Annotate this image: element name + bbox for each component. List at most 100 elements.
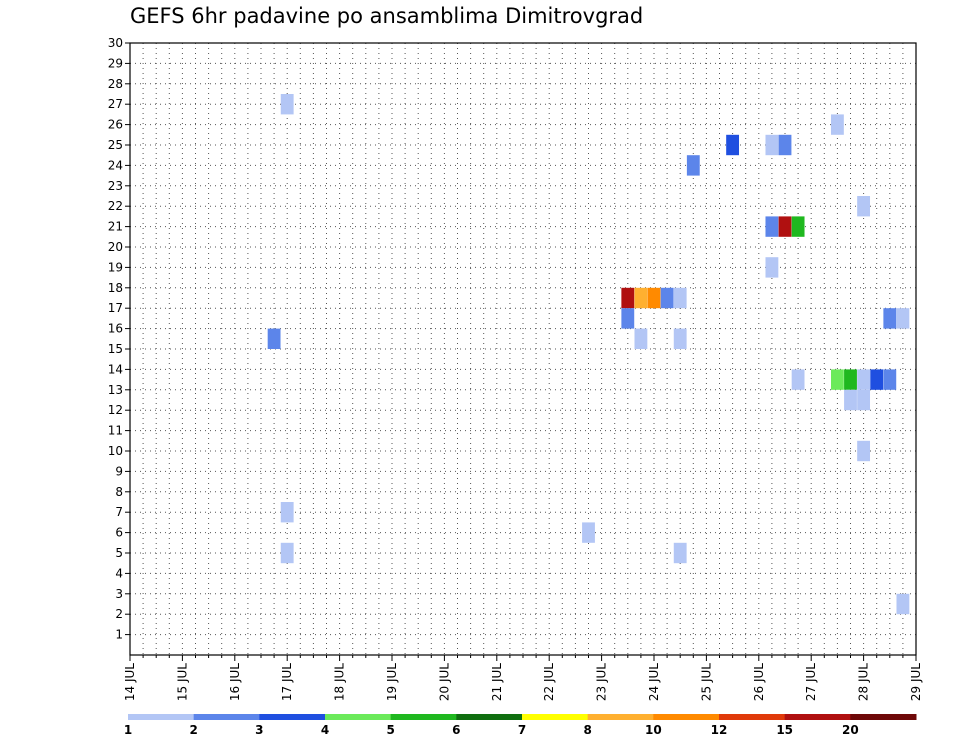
precip-cell	[778, 134, 792, 156]
y-tick-label: 27	[108, 97, 123, 111]
chart-title: GEFS 6hr padavine po ansamblima Dimitrov…	[130, 4, 644, 28]
precip-cell	[660, 287, 674, 309]
precip-cell	[280, 542, 294, 564]
x-tick-label: 28 JUL	[857, 663, 871, 701]
legend-swatch	[128, 714, 195, 720]
legend-label: 15	[776, 723, 793, 737]
x-tick-label: 19 JUL	[385, 663, 399, 701]
y-tick-label: 9	[115, 464, 123, 478]
y-tick-label: 19	[108, 260, 123, 274]
legend-swatch	[653, 714, 720, 720]
legend-label: 3	[255, 723, 263, 737]
x-tick-label: 15 JUL	[175, 663, 189, 701]
y-tick-label: 30	[108, 36, 123, 50]
legend-swatch	[719, 714, 786, 720]
precip-cell	[673, 542, 687, 564]
precip-cell	[870, 369, 884, 390]
legend-swatch	[587, 714, 654, 720]
legend-label: 6	[452, 723, 460, 737]
x-tick-label: 27 JUL	[804, 663, 818, 701]
precip-cell	[830, 369, 844, 390]
legend-swatch	[522, 714, 589, 720]
precip-cell	[765, 134, 779, 156]
y-tick-label: 13	[108, 383, 123, 397]
precip-cell	[844, 369, 857, 390]
y-tick-label: 28	[108, 77, 123, 91]
y-tick-label: 26	[108, 118, 123, 132]
precip-cell	[280, 94, 294, 115]
precip-cell	[582, 522, 595, 543]
precip-cell	[857, 389, 871, 411]
y-tick-label: 1	[115, 628, 123, 642]
precip-cell	[791, 369, 805, 390]
y-tick-label: 29	[108, 56, 123, 70]
precip-cell	[765, 257, 779, 278]
precip-cell	[883, 369, 897, 390]
precip-cell	[621, 287, 635, 309]
x-tick-label: 21 JUL	[490, 663, 504, 701]
legend-label: 10	[645, 723, 662, 737]
y-tick-label: 2	[115, 607, 123, 621]
plot-frame	[129, 42, 917, 656]
legend-label: 5	[386, 723, 394, 737]
legend-swatch	[784, 714, 851, 720]
legend-label: 4	[321, 723, 329, 737]
y-tick-label: 6	[115, 526, 123, 540]
x-tick-label: 23 JUL	[595, 663, 609, 701]
precip-cell	[634, 328, 648, 349]
y-tick-label: 10	[108, 444, 123, 458]
precip-cell	[673, 328, 687, 349]
precip-cell	[726, 134, 740, 156]
precip-cell	[857, 196, 871, 217]
precip-cell	[778, 216, 792, 237]
y-tick-label: 20	[108, 240, 123, 254]
precip-cell	[686, 155, 700, 176]
x-tick-label: 24 JUL	[647, 663, 661, 701]
y-tick-label: 17	[108, 301, 123, 315]
legend-label: 2	[189, 723, 197, 737]
legend-label: 8	[583, 723, 591, 737]
x-tick-label: 17 JUL	[280, 663, 294, 701]
precip-cell	[896, 593, 910, 615]
legend-swatch	[850, 714, 917, 720]
y-tick-label: 3	[115, 587, 123, 601]
precip-cell	[765, 216, 779, 237]
y-tick-label: 15	[108, 342, 123, 356]
y-tick-label: 24	[108, 158, 123, 172]
y-tick-label: 14	[108, 362, 123, 376]
precip-cell	[830, 114, 844, 135]
precip-cell	[673, 287, 687, 309]
precip-cell	[280, 502, 294, 523]
legend-label: 7	[518, 723, 526, 737]
y-tick-label: 18	[108, 281, 123, 295]
legend-label: 1	[124, 723, 132, 737]
y-tick-label: 11	[108, 424, 123, 438]
x-tick-label: 18 JUL	[333, 663, 347, 701]
legend-swatch	[325, 714, 392, 720]
x-tick-label: 14 JUL	[123, 663, 137, 701]
y-tick-label: 12	[108, 403, 123, 417]
x-tick-label: 20 JUL	[437, 663, 451, 701]
legend-label: 12	[711, 723, 728, 737]
legend-label: 20	[842, 723, 859, 737]
x-tick-label: 26 JUL	[752, 663, 766, 701]
y-tick-label: 8	[115, 485, 123, 499]
precip-cell	[267, 328, 281, 349]
precip-cell	[844, 389, 857, 411]
precip-cell	[896, 308, 910, 329]
y-tick-label: 16	[108, 322, 123, 336]
precip-cell	[883, 308, 897, 329]
y-tick-label: 22	[108, 199, 123, 213]
y-tick-label: 25	[108, 138, 123, 152]
y-tick-label: 5	[115, 546, 123, 560]
x-tick-label: 29 JUL	[909, 663, 923, 701]
precip-cell	[857, 440, 871, 462]
legend-swatch	[259, 714, 326, 720]
y-tick-label: 21	[108, 220, 123, 234]
precip-cell	[857, 369, 871, 390]
precip-cell	[647, 287, 661, 309]
x-tick-label: 16 JUL	[228, 663, 242, 701]
precip-cell	[791, 216, 805, 237]
precip-cell	[634, 287, 648, 309]
